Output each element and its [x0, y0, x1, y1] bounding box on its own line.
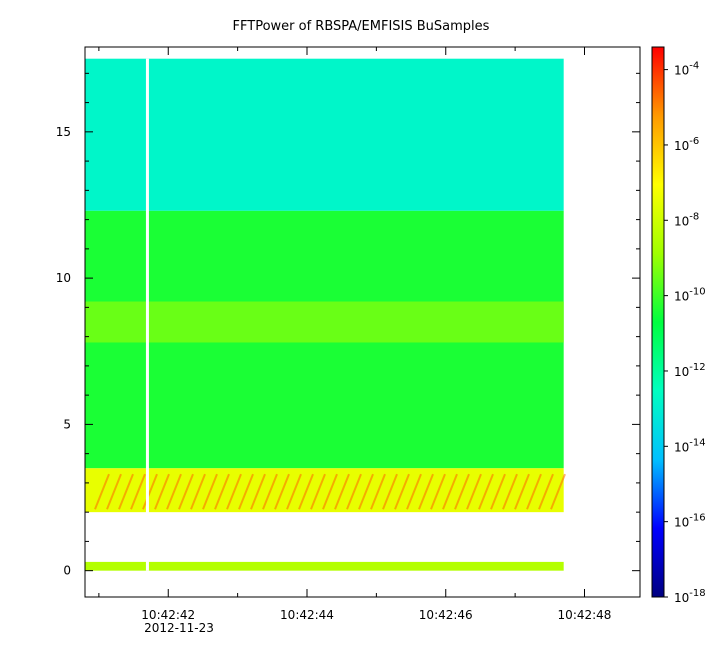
chorus-streak — [430, 473, 446, 510]
chorus-streak — [394, 473, 410, 510]
chorus-streak — [322, 473, 338, 510]
chorus-streak — [250, 473, 266, 510]
chorus-streak — [274, 473, 290, 510]
chorus-streak — [442, 473, 458, 510]
x-tick-label: 10:42:48 — [558, 608, 612, 622]
chorus-streak — [142, 473, 158, 510]
colorbar-tick-label: 10-12 — [674, 362, 706, 379]
colorbar-gradient — [651, 46, 665, 598]
heatmap-band — [85, 561, 564, 571]
chorus-streak — [346, 473, 362, 510]
chorus-streak — [550, 473, 566, 510]
y-tick-label: 0 — [63, 564, 71, 578]
chorus-streak — [226, 473, 242, 510]
chorus-streak — [310, 473, 326, 510]
chorus-streak — [178, 473, 194, 510]
colorbar: 10-18 10-16 10-14 10-12 10-10 10-8 10-6 10-4 — [651, 46, 706, 605]
chorus-streak — [238, 473, 254, 510]
y-tick-label: 10 — [56, 271, 71, 285]
chorus-streak — [118, 473, 134, 510]
chorus-streak — [286, 473, 302, 510]
colorbar-ticks: 10-18 10-16 10-14 10-12 10-10 10-8 10-6 10-4 — [664, 61, 706, 605]
chorus-streak — [418, 473, 434, 510]
y-tick-label: 15 — [56, 125, 71, 139]
x-axis: 10:42:42 10:42:44 10:42:46 10:42:48 — [98, 47, 612, 622]
colorbar-tick-label: 10-10 — [674, 287, 706, 304]
chorus-streak — [106, 473, 122, 510]
chorus-streak — [538, 473, 554, 510]
chorus-streak — [454, 473, 470, 510]
y-axis: 0 5 10 15 — [56, 72, 640, 578]
chorus-streak — [358, 473, 374, 510]
chorus-streak — [298, 473, 314, 510]
chorus-streak — [94, 473, 110, 510]
chorus-streak — [262, 473, 278, 510]
chorus-streak — [202, 473, 218, 510]
colorbar-tick-label: 10-8 — [674, 211, 699, 228]
chorus-streak — [502, 473, 518, 510]
plot-area — [84, 46, 641, 598]
data-gap — [145, 58, 149, 571]
x-tick-label: 10:42:42 — [141, 608, 195, 622]
y-tick-label: 5 — [63, 417, 71, 431]
chorus-streak — [370, 473, 386, 510]
chorus-streak — [514, 473, 530, 510]
heatmap-band — [85, 301, 564, 343]
chorus-streak — [190, 473, 206, 510]
chorus-streak — [130, 473, 146, 510]
x-tick-label: 10:42:46 — [419, 608, 473, 622]
x-tick-label: 10:42:44 — [280, 608, 334, 622]
chorus-streak — [526, 473, 542, 510]
chorus-streak — [406, 473, 422, 510]
chart-title: FFTPower of RBSPA/EMFISIS BuSamples — [233, 19, 490, 34]
colorbar-tick-label: 10-6 — [674, 136, 699, 153]
chorus-streak — [154, 473, 170, 510]
heatmap-band — [85, 58, 564, 211]
colorbar-tick-label: 10-16 — [674, 513, 706, 530]
chorus-streak — [382, 473, 398, 510]
chorus-streak — [478, 473, 494, 510]
chorus-streak — [334, 473, 350, 510]
chorus-streak — [466, 473, 482, 510]
plot-frame — [84, 46, 641, 598]
heatmap-cells — [85, 58, 566, 571]
colorbar-tick-label: 10-18 — [674, 588, 706, 605]
x-date-label: 2012-11-23 — [144, 621, 214, 635]
chorus-streak — [490, 473, 506, 510]
chorus-streak — [214, 473, 230, 510]
colorbar-tick-label: 10-14 — [674, 437, 706, 454]
chorus-streak — [166, 473, 182, 510]
colorbar-tick-label: 10-4 — [674, 61, 699, 78]
